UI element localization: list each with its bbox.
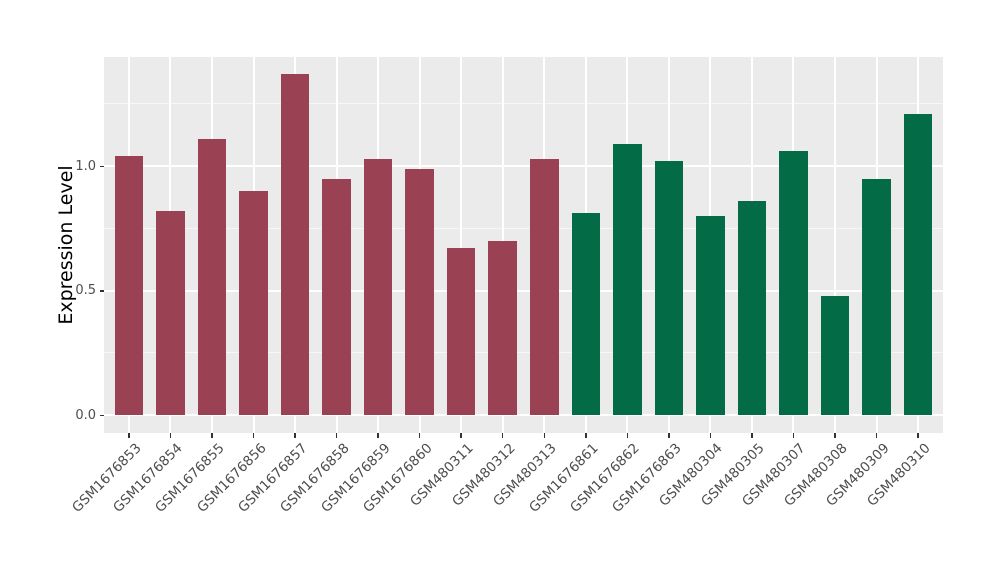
x-tick-mark	[211, 433, 213, 438]
bar-GSM480313	[530, 158, 559, 416]
x-tick-mark	[252, 433, 255, 438]
x-tick-mark	[169, 433, 172, 438]
bar-GSM1676854	[156, 210, 185, 416]
x-tick-mark	[128, 433, 130, 438]
x-tick-mark	[543, 433, 546, 438]
bar-GSM1676863	[654, 161, 684, 416]
x-tick-mark	[501, 433, 504, 438]
gridline-minor	[104, 227, 943, 229]
bar-GSM480308	[820, 295, 850, 416]
y-tick-label: 0.5	[75, 283, 96, 299]
plot-panel	[104, 57, 943, 433]
bar-GSM480310	[903, 113, 933, 416]
bar-GSM1676858	[322, 178, 351, 416]
x-tick-mark	[585, 433, 587, 438]
bar-GSM1676853	[114, 156, 144, 416]
bar-GSM480307	[779, 151, 808, 416]
bar-GSM1676861	[571, 213, 601, 416]
x-tick-mark	[875, 433, 878, 438]
bar-GSM480312	[488, 240, 517, 416]
x-tick-mark	[294, 433, 296, 438]
x-tick-mark	[792, 433, 795, 438]
x-tick-mark	[335, 433, 338, 438]
bar-GSM480304	[696, 215, 725, 416]
y-tick-label: 0.0	[75, 407, 96, 423]
bar-GSM480305	[737, 200, 767, 416]
gridline-minor	[104, 352, 943, 354]
bar-GSM1676859	[363, 158, 393, 416]
x-tick-mark	[377, 433, 379, 438]
y-tick-label: 1.0	[75, 158, 96, 174]
y-axis-title: Expression Level	[55, 165, 77, 325]
x-tick-mark	[751, 433, 753, 438]
x-tick-mark	[709, 433, 712, 438]
bar-GSM1676855	[197, 138, 227, 416]
y-tick-mark	[99, 414, 104, 417]
bar-GSM480309	[862, 178, 891, 416]
x-tick-mark	[668, 433, 670, 438]
y-tick-mark	[99, 165, 104, 168]
bar-GSM1676862	[613, 143, 642, 416]
y-tick-mark	[99, 290, 104, 292]
gridline-minor	[104, 103, 943, 105]
gridline-major	[104, 289, 943, 292]
gridline-major	[104, 165, 943, 168]
x-tick-mark	[418, 433, 421, 438]
x-tick-mark	[460, 433, 462, 438]
x-tick-mark	[834, 433, 836, 438]
gridline-vertical	[460, 57, 463, 433]
gridline-vertical	[834, 57, 836, 433]
bar-GSM480311	[446, 248, 476, 416]
x-tick-mark	[917, 433, 919, 438]
x-tick-mark	[626, 433, 629, 438]
bar-GSM1676856	[239, 190, 268, 416]
bar-GSM1676860	[405, 168, 434, 416]
bar-GSM1676857	[280, 73, 310, 416]
gridline-major	[104, 414, 943, 417]
